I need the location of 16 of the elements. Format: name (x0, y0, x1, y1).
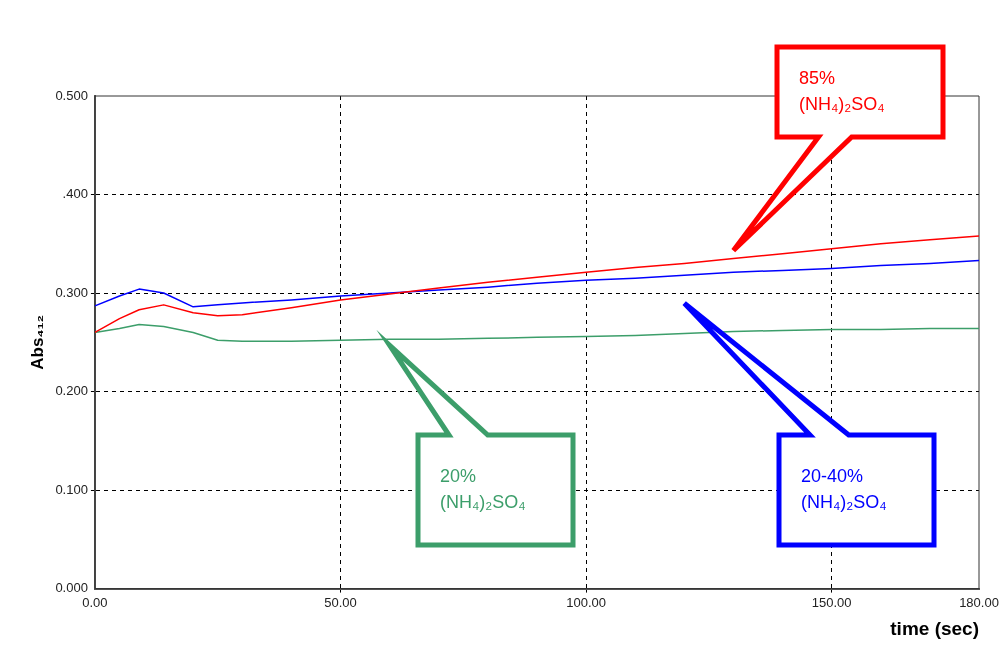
x-axis-title: time (sec) (890, 617, 979, 639)
y-tick-label: 0.200 (55, 383, 88, 399)
text: 85% (NH₄)₂SO₄ (799, 67, 885, 114)
y-tick-label: 0.500 (55, 87, 88, 103)
x-tick-label: 180.00 (959, 594, 999, 610)
y-tick-label: 0.000 (55, 580, 88, 596)
y-tick-label: 0.100 (55, 481, 88, 497)
y-tick-label: 0.300 (55, 284, 88, 300)
text: 20-40% (NH₄)₂SO₄ (801, 465, 887, 512)
x-tick-label: 100.00 (566, 594, 606, 610)
y-axis-title: Abs₄₁₂ (27, 314, 47, 370)
x-tick-label: 150.00 (811, 594, 852, 610)
y-tick-label: .400 (62, 186, 88, 202)
text: 20% (NH₄)₂SO₄ (440, 465, 526, 512)
x-tick-label: 0.00 (82, 594, 108, 610)
x-tick-label: 50.00 (324, 594, 357, 610)
